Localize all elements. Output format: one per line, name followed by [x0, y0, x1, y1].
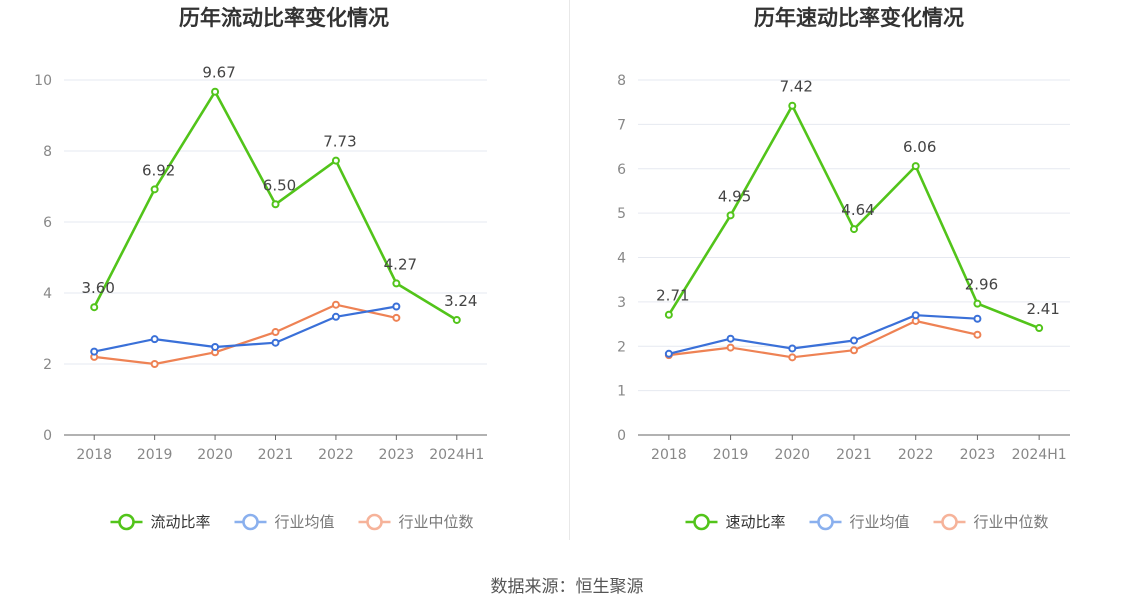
- x-tick-label: 2019: [137, 447, 173, 463]
- legend-swatch-marker[interactable]: [118, 513, 135, 531]
- data-label: 4.95: [718, 187, 751, 205]
- data-point[interactable]: [392, 313, 401, 322]
- data-label: 6.06: [903, 138, 936, 156]
- y-tick-label: 6: [43, 215, 52, 231]
- data-label: 2.41: [1026, 300, 1059, 318]
- x-tick-label: 2018: [76, 447, 112, 463]
- y-tick-label: 8: [617, 73, 626, 89]
- legend-label: 速动比率: [726, 513, 786, 531]
- data-point[interactable]: [1035, 324, 1044, 333]
- data-point[interactable]: [911, 311, 920, 320]
- y-tick-label: 5: [617, 206, 626, 222]
- data-label: 7.42: [780, 78, 813, 96]
- data-point[interactable]: [664, 310, 673, 319]
- data-label: 4.64: [841, 201, 874, 219]
- legend-swatch-marker[interactable]: [817, 513, 834, 531]
- data-point[interactable]: [911, 162, 920, 171]
- data-label: 3.60: [82, 279, 115, 297]
- x-tick-label: 2020: [774, 447, 810, 463]
- legend-label: 行业中位数: [399, 513, 474, 531]
- data-point[interactable]: [211, 87, 220, 96]
- x-tick-label: 2022: [898, 447, 934, 463]
- data-point[interactable]: [271, 338, 280, 347]
- data-point[interactable]: [331, 300, 340, 309]
- x-tick-label: 2023: [960, 447, 996, 463]
- data-label: 7.73: [323, 133, 356, 151]
- x-tick-label: 2019: [713, 447, 749, 463]
- x-tick-label: 2024H1: [1012, 447, 1067, 463]
- legend-swatch-marker[interactable]: [366, 513, 383, 531]
- data-point[interactable]: [788, 344, 797, 353]
- data-point[interactable]: [788, 353, 797, 362]
- data-label: 9.67: [202, 64, 235, 82]
- legend-label: 流动比率: [151, 513, 211, 531]
- series-line-industry-median: [668, 319, 978, 359]
- x-tick-label: 2018: [651, 447, 687, 463]
- data-point[interactable]: [331, 156, 340, 165]
- x-tick-label: 2021: [258, 447, 294, 463]
- series-line-industry-avg: [668, 314, 978, 355]
- data-label: 4.27: [384, 255, 417, 273]
- data-point[interactable]: [973, 330, 982, 339]
- data-source-note: 数据来源：恒生聚源: [490, 577, 644, 597]
- y-tick-label: 8: [43, 144, 52, 160]
- x-tick-label: 2024H1: [429, 447, 484, 463]
- legend-label: 行业中位数: [974, 513, 1049, 531]
- y-tick-label: 10: [34, 73, 52, 89]
- data-point[interactable]: [452, 315, 461, 324]
- data-point[interactable]: [664, 349, 673, 358]
- data-label: 3.24: [444, 292, 477, 310]
- legend-swatch-marker[interactable]: [242, 513, 259, 531]
- y-tick-label: 2: [617, 339, 626, 355]
- data-point[interactable]: [726, 343, 735, 352]
- data-point[interactable]: [973, 299, 982, 308]
- data-point[interactable]: [973, 314, 982, 323]
- y-tick-label: 0: [617, 428, 626, 444]
- data-point[interactable]: [211, 342, 220, 351]
- legend-swatch-marker[interactable]: [693, 513, 710, 531]
- x-tick-label: 2023: [379, 447, 415, 463]
- chart-title: 历年流动比率变化情况: [179, 6, 389, 30]
- y-tick-label: 4: [617, 251, 626, 267]
- data-point[interactable]: [331, 312, 340, 321]
- x-tick-label: 2020: [197, 447, 233, 463]
- y-tick-label: 2: [43, 357, 52, 373]
- data-point[interactable]: [392, 279, 401, 288]
- data-point[interactable]: [850, 336, 858, 345]
- series-line-industry-avg: [93, 305, 397, 353]
- data-label: 6.92: [142, 161, 175, 179]
- data-point[interactable]: [271, 200, 280, 209]
- panel-divider: [569, 0, 570, 540]
- data-label: 6.50: [263, 176, 296, 194]
- x-tick-label: 2022: [318, 447, 354, 463]
- data-point[interactable]: [150, 360, 159, 368]
- data-point[interactable]: [150, 335, 159, 344]
- y-tick-label: 4: [43, 286, 52, 302]
- legend-label: 行业均值: [850, 513, 910, 531]
- data-point[interactable]: [90, 347, 99, 356]
- legend-swatch-marker[interactable]: [941, 513, 958, 531]
- data-label: 2.71: [656, 287, 689, 305]
- y-tick-label: 0: [43, 428, 52, 444]
- data-point[interactable]: [392, 302, 401, 311]
- y-tick-label: 3: [617, 295, 626, 311]
- data-point[interactable]: [90, 303, 99, 312]
- data-point[interactable]: [150, 185, 159, 194]
- legend-label: 行业均值: [275, 513, 335, 531]
- x-tick-label: 2021: [836, 447, 872, 463]
- chart-title: 历年速动比率变化情况: [754, 6, 964, 30]
- data-point[interactable]: [726, 211, 735, 220]
- data-point[interactable]: [850, 225, 858, 234]
- data-point[interactable]: [271, 328, 280, 337]
- y-tick-label: 7: [617, 117, 626, 133]
- y-tick-label: 6: [617, 162, 626, 178]
- data-point[interactable]: [726, 334, 735, 343]
- data-point[interactable]: [850, 346, 858, 355]
- data-label: 2.96: [965, 276, 998, 294]
- data-point[interactable]: [788, 101, 797, 110]
- series-line-industry-median: [94, 303, 397, 366]
- y-tick-label: 1: [617, 384, 626, 400]
